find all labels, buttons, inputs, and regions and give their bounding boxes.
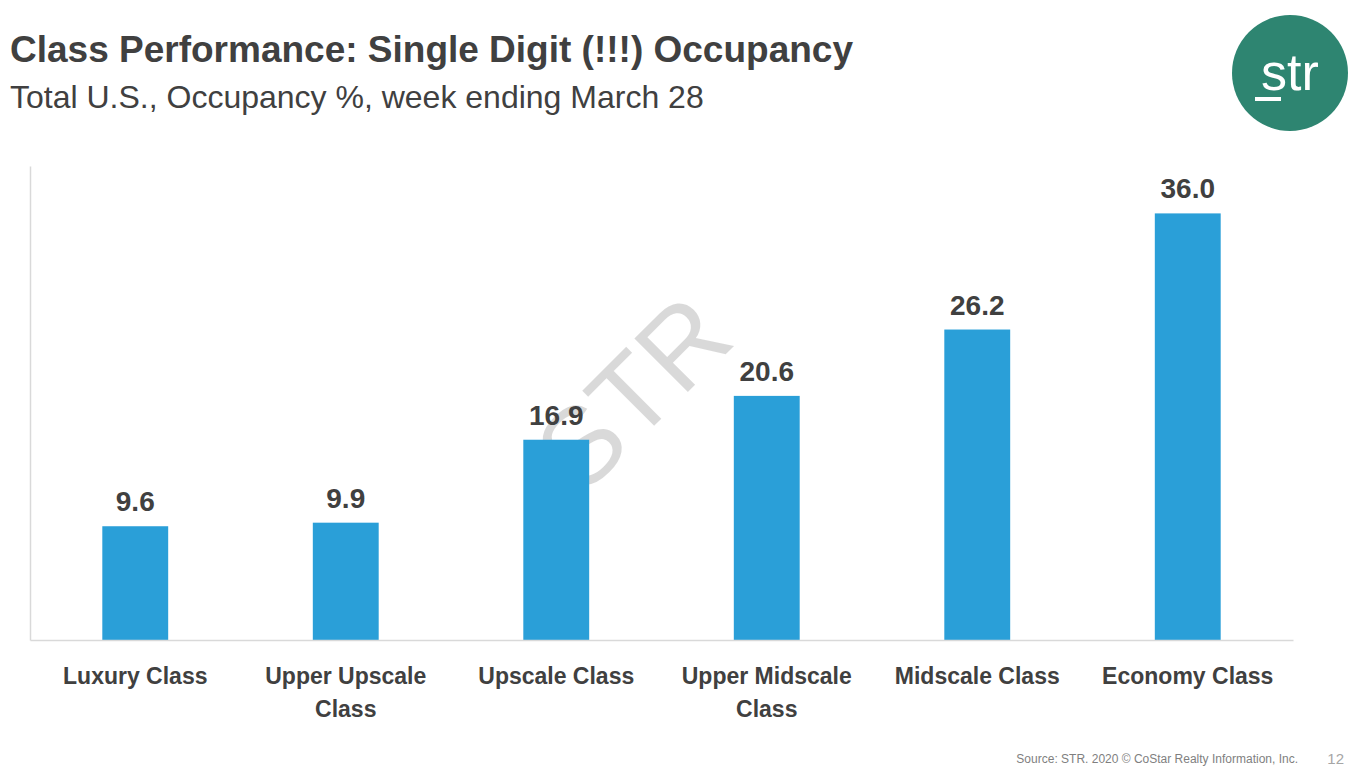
- y-axis-line: [30, 167, 32, 641]
- logo-underline: [1255, 97, 1281, 101]
- data-labels: 9.6 9.9 16.9 20.6 26.2 36.0: [116, 173, 1215, 517]
- x-tick: Midscale Class: [895, 663, 1060, 689]
- x-tick-label-line: Upper Upscale: [265, 663, 426, 689]
- x-tick: Upper Midscale Class: [682, 663, 852, 722]
- bar: [1155, 213, 1221, 640]
- data-label: 20.6: [740, 356, 795, 387]
- data-label: 36.0: [1161, 173, 1216, 204]
- bar: [313, 523, 379, 640]
- x-tick-label: Luxury Class: [63, 663, 207, 689]
- x-tick-label: Midscale Class: [895, 663, 1060, 689]
- bar: [734, 396, 800, 640]
- data-label: 9.9: [326, 483, 365, 514]
- x-tick-label-line: Luxury Class: [63, 663, 207, 689]
- logo-text: str: [1261, 43, 1319, 101]
- x-tick-label-line: Economy Class: [1102, 663, 1273, 689]
- x-tick-label-line: Class: [736, 696, 797, 722]
- x-tick-label: Upper Midscale Class: [682, 663, 852, 722]
- data-label: 9.6: [116, 486, 155, 517]
- bar: [102, 526, 168, 640]
- bars: [102, 213, 1220, 640]
- logo-circle: [1232, 15, 1348, 131]
- x-tick-label-line: Upscale Class: [478, 663, 634, 689]
- y-axis: [30, 167, 31, 641]
- bar: [523, 440, 589, 640]
- x-tick: Economy Class: [1102, 663, 1273, 689]
- x-tick-label: Economy Class: [1102, 663, 1273, 689]
- x-axis-line: [31, 640, 1294, 642]
- x-tick-label-line: Upper Midscale: [682, 663, 852, 689]
- source: Source: STR. 2020 © CoStar Realty Inform…: [1016, 752, 1298, 766]
- x-tick-label: Upscale Class: [478, 663, 634, 689]
- chart: Class Performance: Single Digit (!!!) Oc…: [0, 0, 1367, 780]
- bar: [944, 330, 1010, 640]
- page-number: 12: [1327, 750, 1344, 767]
- logo: str: [1232, 15, 1348, 131]
- x-tick: Upscale Class: [478, 663, 634, 689]
- x-tick-label-line: Class: [315, 696, 376, 722]
- x-tick: Upper Upscale Class: [265, 663, 426, 722]
- subtitle: Total U.S., Occupancy %, week ending Mar…: [10, 79, 704, 115]
- title: Class Performance: Single Digit (!!!) Oc…: [10, 29, 853, 70]
- data-label: 16.9: [529, 400, 584, 431]
- x-axis: Luxury Class Upper Upscale Class Upscale Cl…: [31, 641, 1294, 723]
- x-tick-label-line: Midscale Class: [895, 663, 1060, 689]
- x-tick: Luxury Class: [63, 663, 207, 689]
- data-label: 26.2: [950, 290, 1005, 321]
- x-tick-label: Upper Upscale Class: [265, 663, 426, 722]
